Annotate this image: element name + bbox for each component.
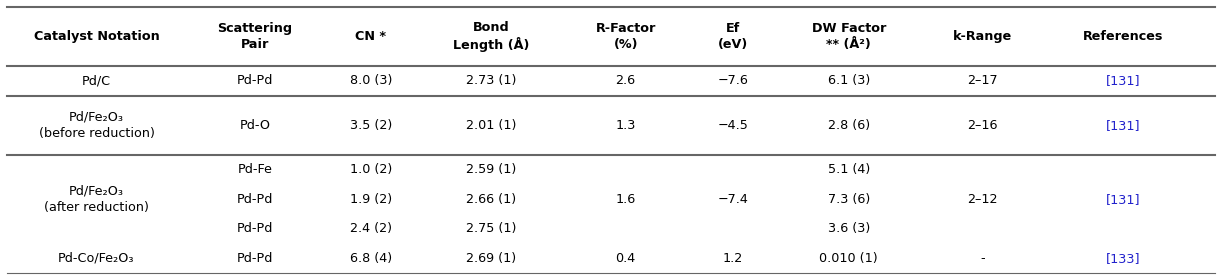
Text: 2.73 (1): 2.73 (1): [467, 74, 517, 87]
Text: 2.8 (6): 2.8 (6): [827, 119, 870, 132]
Text: 5.1 (4): 5.1 (4): [827, 163, 870, 176]
Text: -: -: [980, 252, 985, 265]
Text: Ef
(eV): Ef (eV): [717, 22, 748, 51]
Text: Pd-Co/Fe₂O₃: Pd-Co/Fe₂O₃: [59, 252, 134, 265]
Text: 1.0 (2): 1.0 (2): [349, 163, 392, 176]
Text: 2.4 (2): 2.4 (2): [349, 222, 392, 235]
Text: −4.5: −4.5: [717, 119, 748, 132]
Text: k-Range: k-Range: [953, 30, 1013, 43]
Text: 2–16: 2–16: [968, 119, 998, 132]
Text: Pd-Pd: Pd-Pd: [237, 74, 274, 87]
Text: −7.4: −7.4: [717, 193, 748, 206]
Text: 2.01 (1): 2.01 (1): [467, 119, 517, 132]
Text: Pd-Pd: Pd-Pd: [237, 252, 274, 265]
Text: Pd-Pd: Pd-Pd: [237, 193, 274, 206]
Text: Catalyst Notation: Catalyst Notation: [34, 30, 159, 43]
Text: [133]: [133]: [1106, 252, 1140, 265]
Text: 0.010 (1): 0.010 (1): [820, 252, 879, 265]
Text: 2.69 (1): 2.69 (1): [467, 252, 517, 265]
Text: 2–12: 2–12: [968, 193, 998, 206]
Text: [131]: [131]: [1106, 74, 1140, 87]
Text: 2–17: 2–17: [968, 74, 998, 87]
Text: R-Factor
(%): R-Factor (%): [595, 22, 656, 51]
Text: 1.9 (2): 1.9 (2): [349, 193, 392, 206]
Text: 2.6: 2.6: [616, 74, 635, 87]
Text: 2.59 (1): 2.59 (1): [467, 163, 517, 176]
Text: 2.75 (1): 2.75 (1): [467, 222, 517, 235]
Text: 2.66 (1): 2.66 (1): [467, 193, 517, 206]
Text: Scattering
Pair: Scattering Pair: [218, 22, 292, 51]
Text: References: References: [1083, 30, 1163, 43]
Text: 1.2: 1.2: [722, 252, 743, 265]
Text: Pd-O: Pd-O: [240, 119, 270, 132]
Text: Pd/Fe₂O₃
(before reduction): Pd/Fe₂O₃ (before reduction): [39, 111, 154, 140]
Text: Pd/C: Pd/C: [82, 74, 111, 87]
Text: −7.6: −7.6: [717, 74, 748, 87]
Text: DW Factor
** (Å²): DW Factor ** (Å²): [811, 22, 886, 51]
Text: 6.8 (4): 6.8 (4): [349, 252, 392, 265]
Text: [131]: [131]: [1106, 193, 1140, 206]
Text: CN *: CN *: [356, 30, 386, 43]
Text: Bond
Length (Å): Bond Length (Å): [453, 21, 529, 52]
Text: [131]: [131]: [1106, 119, 1140, 132]
Text: Pd/Fe₂O₃
(after reduction): Pd/Fe₂O₃ (after reduction): [44, 185, 149, 214]
Text: 3.6 (3): 3.6 (3): [827, 222, 870, 235]
Text: 7.3 (6): 7.3 (6): [827, 193, 870, 206]
Text: 8.0 (3): 8.0 (3): [349, 74, 392, 87]
Text: Pd-Fe: Pd-Fe: [237, 163, 273, 176]
Text: 1.6: 1.6: [616, 193, 635, 206]
Text: 6.1 (3): 6.1 (3): [827, 74, 870, 87]
Text: 1.3: 1.3: [616, 119, 635, 132]
Text: 3.5 (2): 3.5 (2): [349, 119, 392, 132]
Text: Pd-Pd: Pd-Pd: [237, 222, 274, 235]
Text: 0.4: 0.4: [616, 252, 635, 265]
